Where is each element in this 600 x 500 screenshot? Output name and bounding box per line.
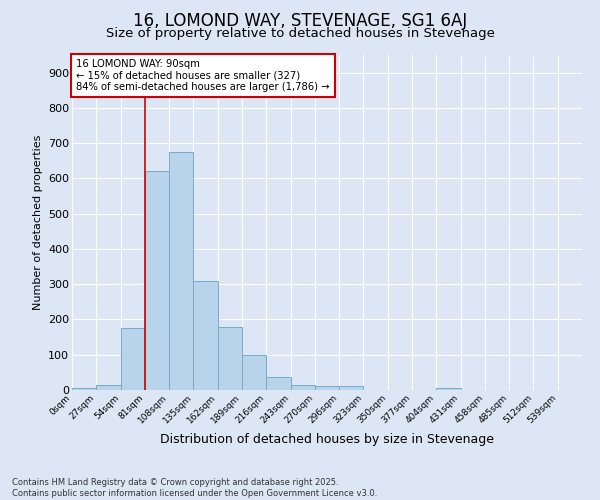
Bar — [242, 354, 266, 390]
Text: Size of property relative to detached houses in Stevenage: Size of property relative to detached ho… — [106, 28, 494, 40]
X-axis label: Distribution of detached houses by size in Stevenage: Distribution of detached houses by size … — [160, 433, 494, 446]
Text: 16 LOMOND WAY: 90sqm
← 15% of detached houses are smaller (327)
84% of semi-deta: 16 LOMOND WAY: 90sqm ← 15% of detached h… — [76, 58, 330, 92]
Bar — [193, 280, 218, 390]
Bar — [218, 327, 242, 390]
Bar — [315, 386, 339, 390]
Y-axis label: Number of detached properties: Number of detached properties — [32, 135, 43, 310]
Bar — [339, 386, 364, 390]
Bar — [169, 152, 193, 390]
Bar — [72, 388, 96, 390]
Bar — [266, 376, 290, 390]
Bar — [145, 172, 169, 390]
Bar — [436, 388, 461, 390]
Text: 16, LOMOND WAY, STEVENAGE, SG1 6AJ: 16, LOMOND WAY, STEVENAGE, SG1 6AJ — [133, 12, 467, 30]
Bar — [290, 384, 315, 390]
Bar — [96, 386, 121, 390]
Text: Contains HM Land Registry data © Crown copyright and database right 2025.
Contai: Contains HM Land Registry data © Crown c… — [12, 478, 377, 498]
Bar — [121, 328, 145, 390]
